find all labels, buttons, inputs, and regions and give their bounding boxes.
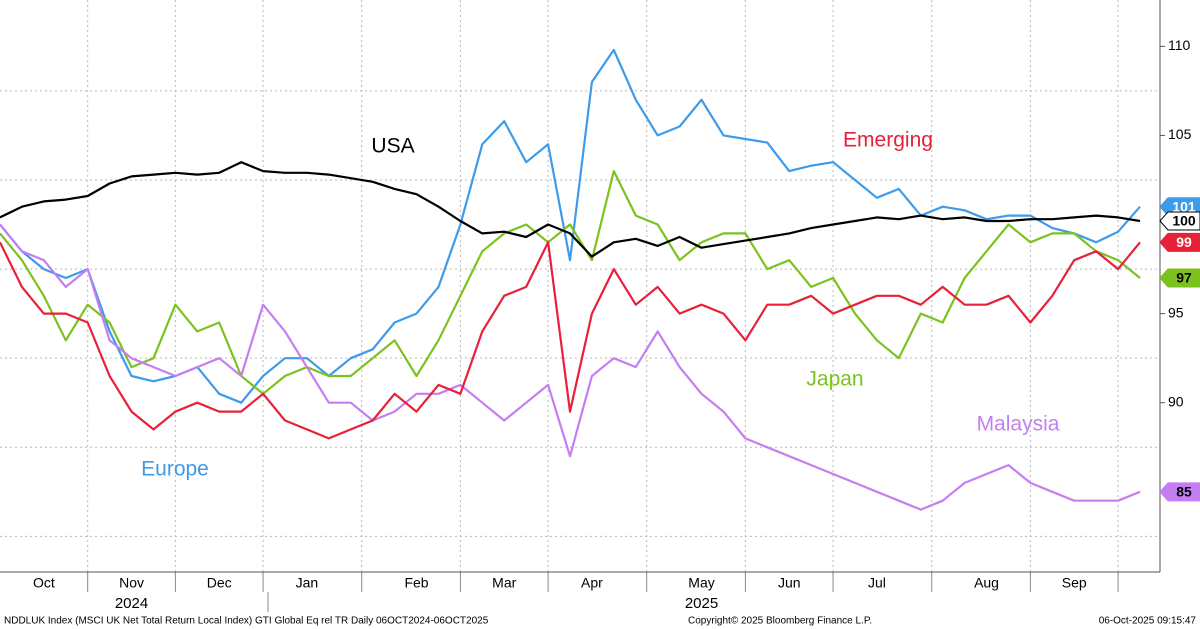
x-group-label: 2024 [115, 595, 148, 612]
end-label-box [1159, 211, 1200, 231]
x-tick-label: Sep [1062, 575, 1087, 591]
x-tick-label: Jan [296, 575, 319, 591]
series-name: USA [371, 135, 414, 158]
x-tick-label: May [688, 575, 714, 591]
series-line [0, 241, 1141, 440]
footer-source: NDDLUK Index (MSCI UK Net Total Return L… [4, 616, 489, 627]
footer-copyright: Copyright© 2025 Bloomberg Finance L.P. [688, 616, 872, 627]
y-tick-label: 95 [1168, 304, 1184, 320]
x-tick-label: Aug [974, 575, 999, 591]
y-tick-label: 90 [1168, 393, 1184, 409]
y-tick-label: 110 [1168, 37, 1191, 53]
end-label-box [1159, 268, 1200, 288]
footer-timestamp: 06-Oct-2025 09:15:47 [1099, 616, 1197, 627]
end-label: 99 [1176, 234, 1192, 250]
x-tick-label: Oct [33, 575, 55, 591]
x-tick-label: Apr [581, 575, 603, 591]
end-label: 101 [1172, 198, 1196, 214]
end-label: 85 [1176, 484, 1192, 500]
series-name: Emerging [843, 129, 933, 152]
series-name: Malaysia [977, 413, 1060, 436]
x-group-label: 2025 [685, 595, 718, 612]
x-tick-label: Nov [119, 575, 144, 591]
series-line [0, 223, 1141, 511]
x-tick-label: Dec [207, 575, 232, 591]
x-tick-label: Jul [868, 575, 886, 591]
series-name: Japan [806, 368, 863, 391]
series-line [0, 161, 1141, 258]
x-tick-label: Mar [492, 575, 516, 591]
y-tick-label: 105 [1168, 126, 1192, 142]
series-name: Europe [141, 458, 209, 481]
x-tick-label: Jun [778, 575, 801, 591]
end-label: 97 [1176, 270, 1192, 286]
end-label-box [1159, 482, 1200, 502]
end-label-box [1159, 232, 1200, 252]
series-line [0, 170, 1141, 395]
x-tick-label: Feb [404, 575, 428, 591]
end-label: 100 [1172, 213, 1196, 229]
